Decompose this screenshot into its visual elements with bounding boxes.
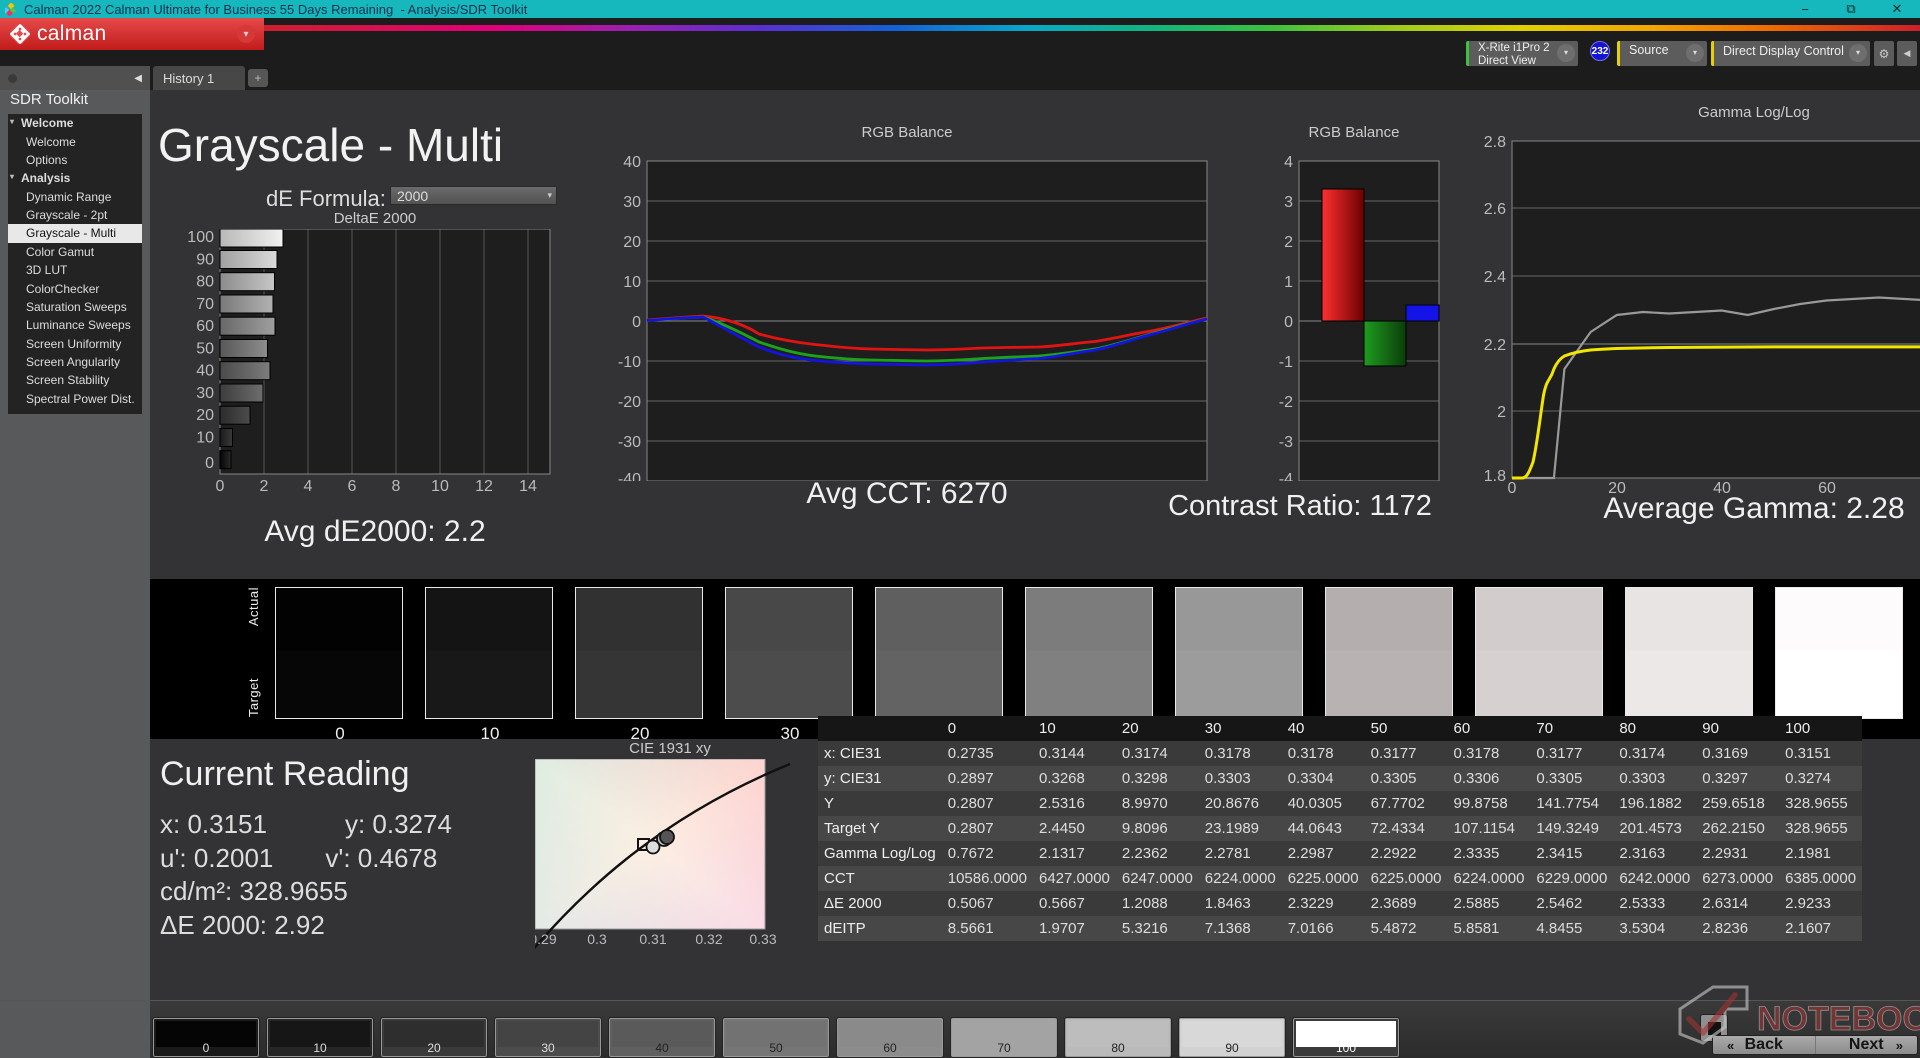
svg-text:0.29: 0.29 bbox=[535, 931, 557, 947]
svg-text:NOTEBOOKCHECK: NOTEBOOKCHECK bbox=[1757, 1000, 1920, 1038]
svg-text:50: 50 bbox=[196, 340, 214, 357]
svg-text:90: 90 bbox=[196, 251, 214, 268]
svg-text:12: 12 bbox=[475, 478, 493, 495]
svg-text:40: 40 bbox=[623, 154, 641, 171]
svg-text:30: 30 bbox=[623, 194, 641, 211]
svg-text:100: 100 bbox=[187, 229, 214, 246]
svg-text:4: 4 bbox=[1284, 154, 1293, 171]
svg-text:1.8: 1.8 bbox=[1484, 468, 1506, 485]
svg-text:40: 40 bbox=[196, 363, 214, 380]
svg-text:-30: -30 bbox=[618, 434, 641, 451]
svg-text:-20: -20 bbox=[618, 394, 641, 411]
svg-text:8: 8 bbox=[392, 478, 401, 495]
svg-text:70: 70 bbox=[196, 296, 214, 313]
svg-text:1: 1 bbox=[1284, 274, 1293, 291]
svg-text:10: 10 bbox=[431, 478, 449, 495]
svg-text:80: 80 bbox=[196, 274, 214, 291]
svg-text:0.32: 0.32 bbox=[695, 931, 722, 947]
svg-text:2.2: 2.2 bbox=[1484, 337, 1506, 354]
svg-text:0: 0 bbox=[632, 314, 641, 331]
svg-text:20: 20 bbox=[623, 234, 641, 251]
svg-text:0.33: 0.33 bbox=[749, 931, 776, 947]
svg-text:-3: -3 bbox=[1279, 434, 1293, 451]
svg-text:-4: -4 bbox=[1279, 471, 1293, 481]
svg-text:0: 0 bbox=[216, 478, 225, 495]
svg-text:2.8: 2.8 bbox=[1484, 134, 1506, 151]
svg-text:0.31: 0.31 bbox=[639, 931, 666, 947]
svg-text:30: 30 bbox=[196, 385, 214, 402]
svg-text:2: 2 bbox=[1284, 234, 1293, 251]
svg-text:60: 60 bbox=[196, 318, 214, 335]
svg-text:-40: -40 bbox=[618, 471, 641, 481]
svg-text:-2: -2 bbox=[1279, 394, 1293, 411]
svg-text:0.3: 0.3 bbox=[587, 931, 607, 947]
svg-text:2.4: 2.4 bbox=[1484, 269, 1506, 286]
svg-text:3: 3 bbox=[1284, 194, 1293, 211]
svg-text:2: 2 bbox=[1497, 404, 1506, 421]
svg-text:2: 2 bbox=[260, 478, 269, 495]
svg-text:0: 0 bbox=[1284, 314, 1293, 331]
svg-text:-10: -10 bbox=[618, 354, 641, 371]
svg-text:20: 20 bbox=[196, 407, 214, 424]
svg-text:4: 4 bbox=[304, 478, 313, 495]
svg-text:0: 0 bbox=[1508, 480, 1517, 496]
svg-text:0: 0 bbox=[205, 455, 214, 472]
svg-text:10: 10 bbox=[623, 274, 641, 291]
svg-text:-1: -1 bbox=[1279, 354, 1293, 371]
svg-text:10: 10 bbox=[196, 429, 214, 446]
svg-text:2.6: 2.6 bbox=[1484, 201, 1506, 218]
svg-text:6: 6 bbox=[348, 478, 357, 495]
svg-text:14: 14 bbox=[519, 478, 537, 495]
